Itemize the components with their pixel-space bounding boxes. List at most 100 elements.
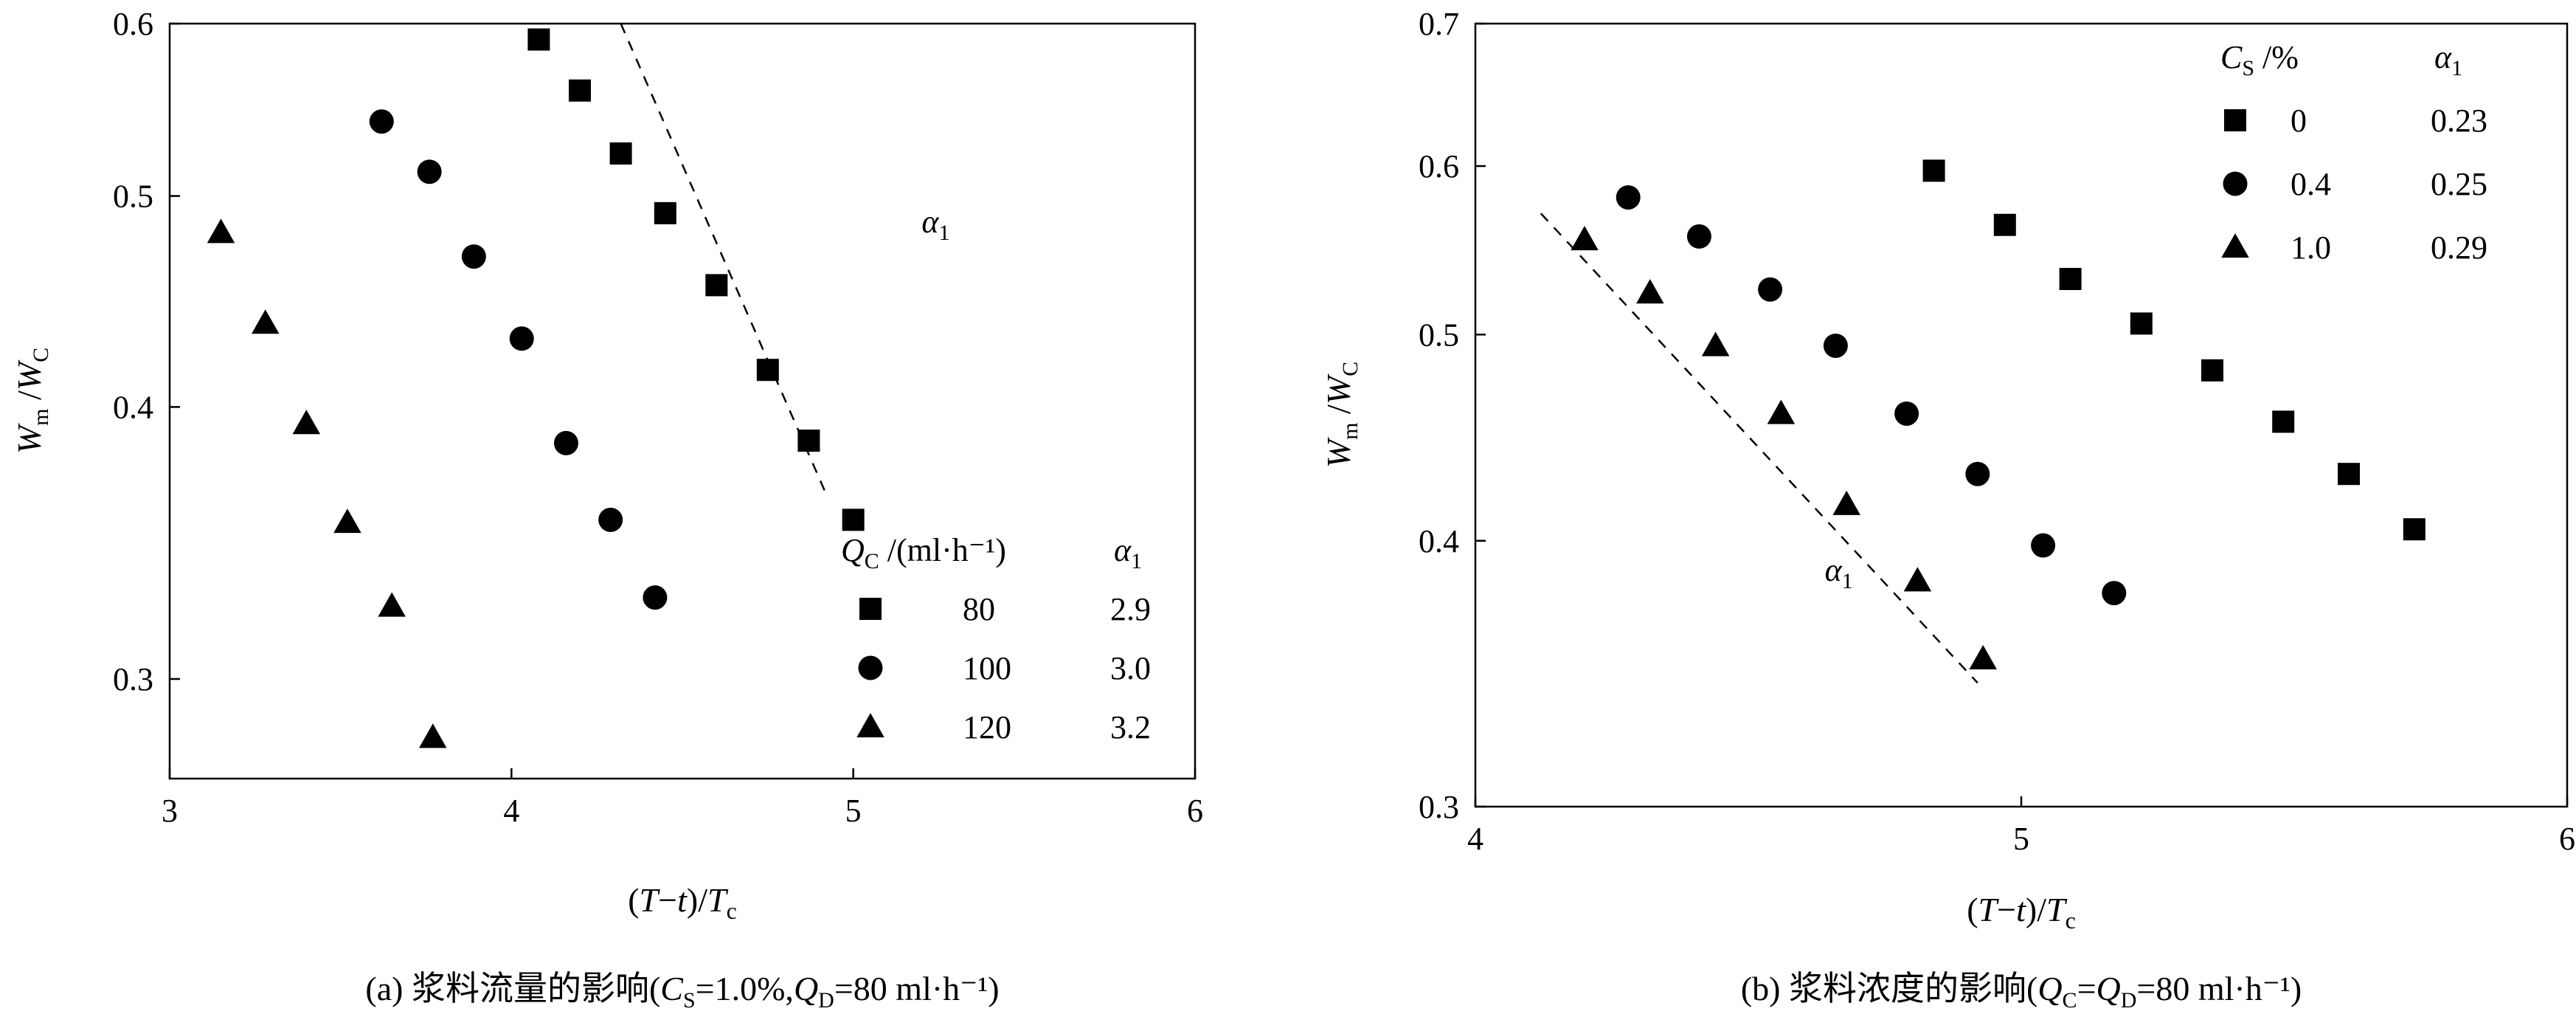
y-tick-label: 0.4 bbox=[113, 389, 153, 425]
x-axis-label: (T−t)/Tc bbox=[1967, 891, 2076, 934]
data-point-circle bbox=[1687, 224, 1711, 249]
y-tick-label: 0.6 bbox=[1419, 148, 1459, 185]
slope-guide-line bbox=[621, 24, 826, 494]
legend-header-part: /% bbox=[2254, 39, 2299, 75]
x-tick-label: 6 bbox=[1187, 793, 1203, 829]
data-point-circle bbox=[1824, 334, 1848, 358]
slope-annotation: α1 bbox=[1825, 552, 1853, 593]
data-point-circle bbox=[370, 109, 394, 134]
figure-caption-part: C bbox=[2063, 988, 2077, 1013]
legend-label: 0.4 bbox=[2291, 166, 2331, 202]
y-axis-label-part: W bbox=[1320, 437, 1357, 468]
data-point-circle bbox=[643, 585, 667, 610]
y-axis-label-part: m bbox=[1338, 422, 1363, 439]
figure-caption-part: (a) 浆料流量的影响( bbox=[365, 970, 660, 1007]
figure-caption: (a) 浆料流量的影响(CS=1.0%,QD=80 ml·h⁻¹) bbox=[365, 970, 999, 1013]
series-80 bbox=[527, 29, 864, 531]
data-point-square bbox=[2130, 312, 2153, 334]
figure-caption-part: =80 ml·h⁻¹) bbox=[2136, 970, 2302, 1007]
data-point-circle bbox=[462, 244, 486, 269]
x-axis-label-part: − bbox=[1997, 891, 2016, 928]
series-120 bbox=[207, 218, 447, 748]
data-point-square bbox=[610, 142, 632, 165]
data-point-circle bbox=[418, 159, 442, 184]
data-point-circle bbox=[510, 326, 534, 351]
legend-label: 0 bbox=[2291, 103, 2307, 139]
legend-label: 1.0 bbox=[2291, 230, 2331, 266]
figure-caption-part: (b) 浆料浓度的影响( bbox=[1741, 970, 2037, 1007]
y-axis-label-part: / bbox=[1320, 404, 1357, 423]
data-point-square bbox=[757, 359, 779, 381]
data-point-triangle bbox=[1571, 226, 1599, 250]
legend-header: CS /% bbox=[2220, 39, 2299, 80]
data-point-triangle bbox=[419, 723, 447, 748]
legend-marker-triangle bbox=[856, 713, 884, 737]
data-point-circle bbox=[1894, 401, 1919, 426]
slope-annotation-part: α bbox=[921, 204, 939, 240]
data-point-square bbox=[2338, 463, 2360, 485]
legend-marker-triangle bbox=[2221, 233, 2249, 258]
legend-alpha-value: 2.9 bbox=[1110, 591, 1151, 627]
y-tick-label: 0.5 bbox=[113, 179, 153, 215]
data-point-triangle bbox=[1636, 279, 1664, 303]
legend: CS /% α1 0 0.23 0.4 0.25 1.0 0.29 bbox=[2220, 39, 2487, 266]
y-axis-label-part: C bbox=[1338, 362, 1363, 376]
x-axis-label-part: c bbox=[2066, 907, 2076, 934]
figure-caption: (b) 浆料浓度的影响(QC=QD=80 ml·h⁻¹) bbox=[1741, 970, 2302, 1013]
legend-alpha-value: 0.29 bbox=[2431, 230, 2487, 266]
y-tick-label: 0.5 bbox=[1419, 317, 1459, 353]
figure-caption-part: Q bbox=[2037, 970, 2062, 1007]
legend-alpha-header-part: 1 bbox=[1131, 549, 1142, 573]
y-tick-label: 0.4 bbox=[1419, 523, 1459, 559]
data-point-square bbox=[1994, 214, 2016, 236]
series-100 bbox=[370, 109, 668, 610]
data-point-circle bbox=[2102, 581, 2126, 605]
y-axis-label: Wm /WC bbox=[10, 348, 53, 454]
x-axis-label-part: − bbox=[658, 881, 677, 919]
figure-caption-part: Q bbox=[2097, 970, 2121, 1007]
figure-caption-part: = bbox=[2077, 970, 2097, 1007]
x-axis-label-part: ( bbox=[1967, 891, 1978, 928]
legend-alpha-value: 3.2 bbox=[1110, 709, 1151, 745]
data-point-circle bbox=[1616, 185, 1641, 210]
x-tick-label: 3 bbox=[162, 793, 178, 829]
series-0.4 bbox=[1616, 185, 2127, 605]
legend-marker-circle bbox=[859, 656, 883, 680]
figure: 3 4 5 60.30.40.50.6(T−t)/TcWm /WCα1QC /(ml·… bbox=[0, 0, 2576, 1031]
y-axis-label-part: / bbox=[10, 390, 48, 409]
slope-annotation-part: 1 bbox=[1842, 569, 1853, 593]
y-axis-label-part: W bbox=[1320, 373, 1357, 404]
legend-alpha-value: 0.23 bbox=[2431, 103, 2487, 139]
y-tick-label: 0.3 bbox=[113, 661, 153, 697]
chart-panel-a: 3 4 5 60.30.40.50.6(T−t)/TcWm /WCα1QC /(ml·… bbox=[10, 6, 1203, 1013]
y-axis-label-part: W bbox=[10, 359, 48, 390]
legend-header-part: C bbox=[865, 549, 879, 573]
data-point-triangle bbox=[1832, 491, 1860, 515]
legend-header-part: S bbox=[2242, 56, 2254, 80]
x-axis-label-part: )/ bbox=[687, 881, 707, 919]
data-point-triangle bbox=[1702, 332, 1730, 356]
y-tick-label: 0.3 bbox=[1419, 789, 1459, 825]
legend-alpha-value: 3.0 bbox=[1110, 650, 1151, 686]
x-tick-label: 4 bbox=[1467, 821, 1483, 857]
data-point-square bbox=[527, 29, 550, 51]
data-point-triangle bbox=[207, 218, 235, 243]
legend-label: 100 bbox=[963, 650, 1011, 686]
figure-caption-part: C bbox=[660, 970, 684, 1007]
slope-annotation-part: α bbox=[1825, 552, 1843, 588]
data-point-square bbox=[797, 430, 820, 452]
legend-alpha-header: α1 bbox=[2434, 39, 2462, 80]
y-axis-label: Wm /WC bbox=[1320, 362, 1363, 468]
plot-frame bbox=[170, 24, 1195, 779]
data-point-circle bbox=[2031, 534, 2055, 558]
data-point-triangle bbox=[378, 593, 406, 617]
data-point-circle bbox=[1758, 277, 1782, 302]
series-0 bbox=[1923, 159, 2426, 540]
figure-caption-part: =1.0%, bbox=[696, 970, 794, 1007]
legend-alpha-header-part: α bbox=[1114, 532, 1132, 568]
slope-annotation-part: 1 bbox=[938, 221, 949, 245]
y-tick-label: 0.7 bbox=[1419, 6, 1459, 42]
figure-caption-part: S bbox=[683, 988, 696, 1013]
data-point-square bbox=[569, 80, 591, 102]
data-point-square bbox=[2403, 518, 2426, 540]
